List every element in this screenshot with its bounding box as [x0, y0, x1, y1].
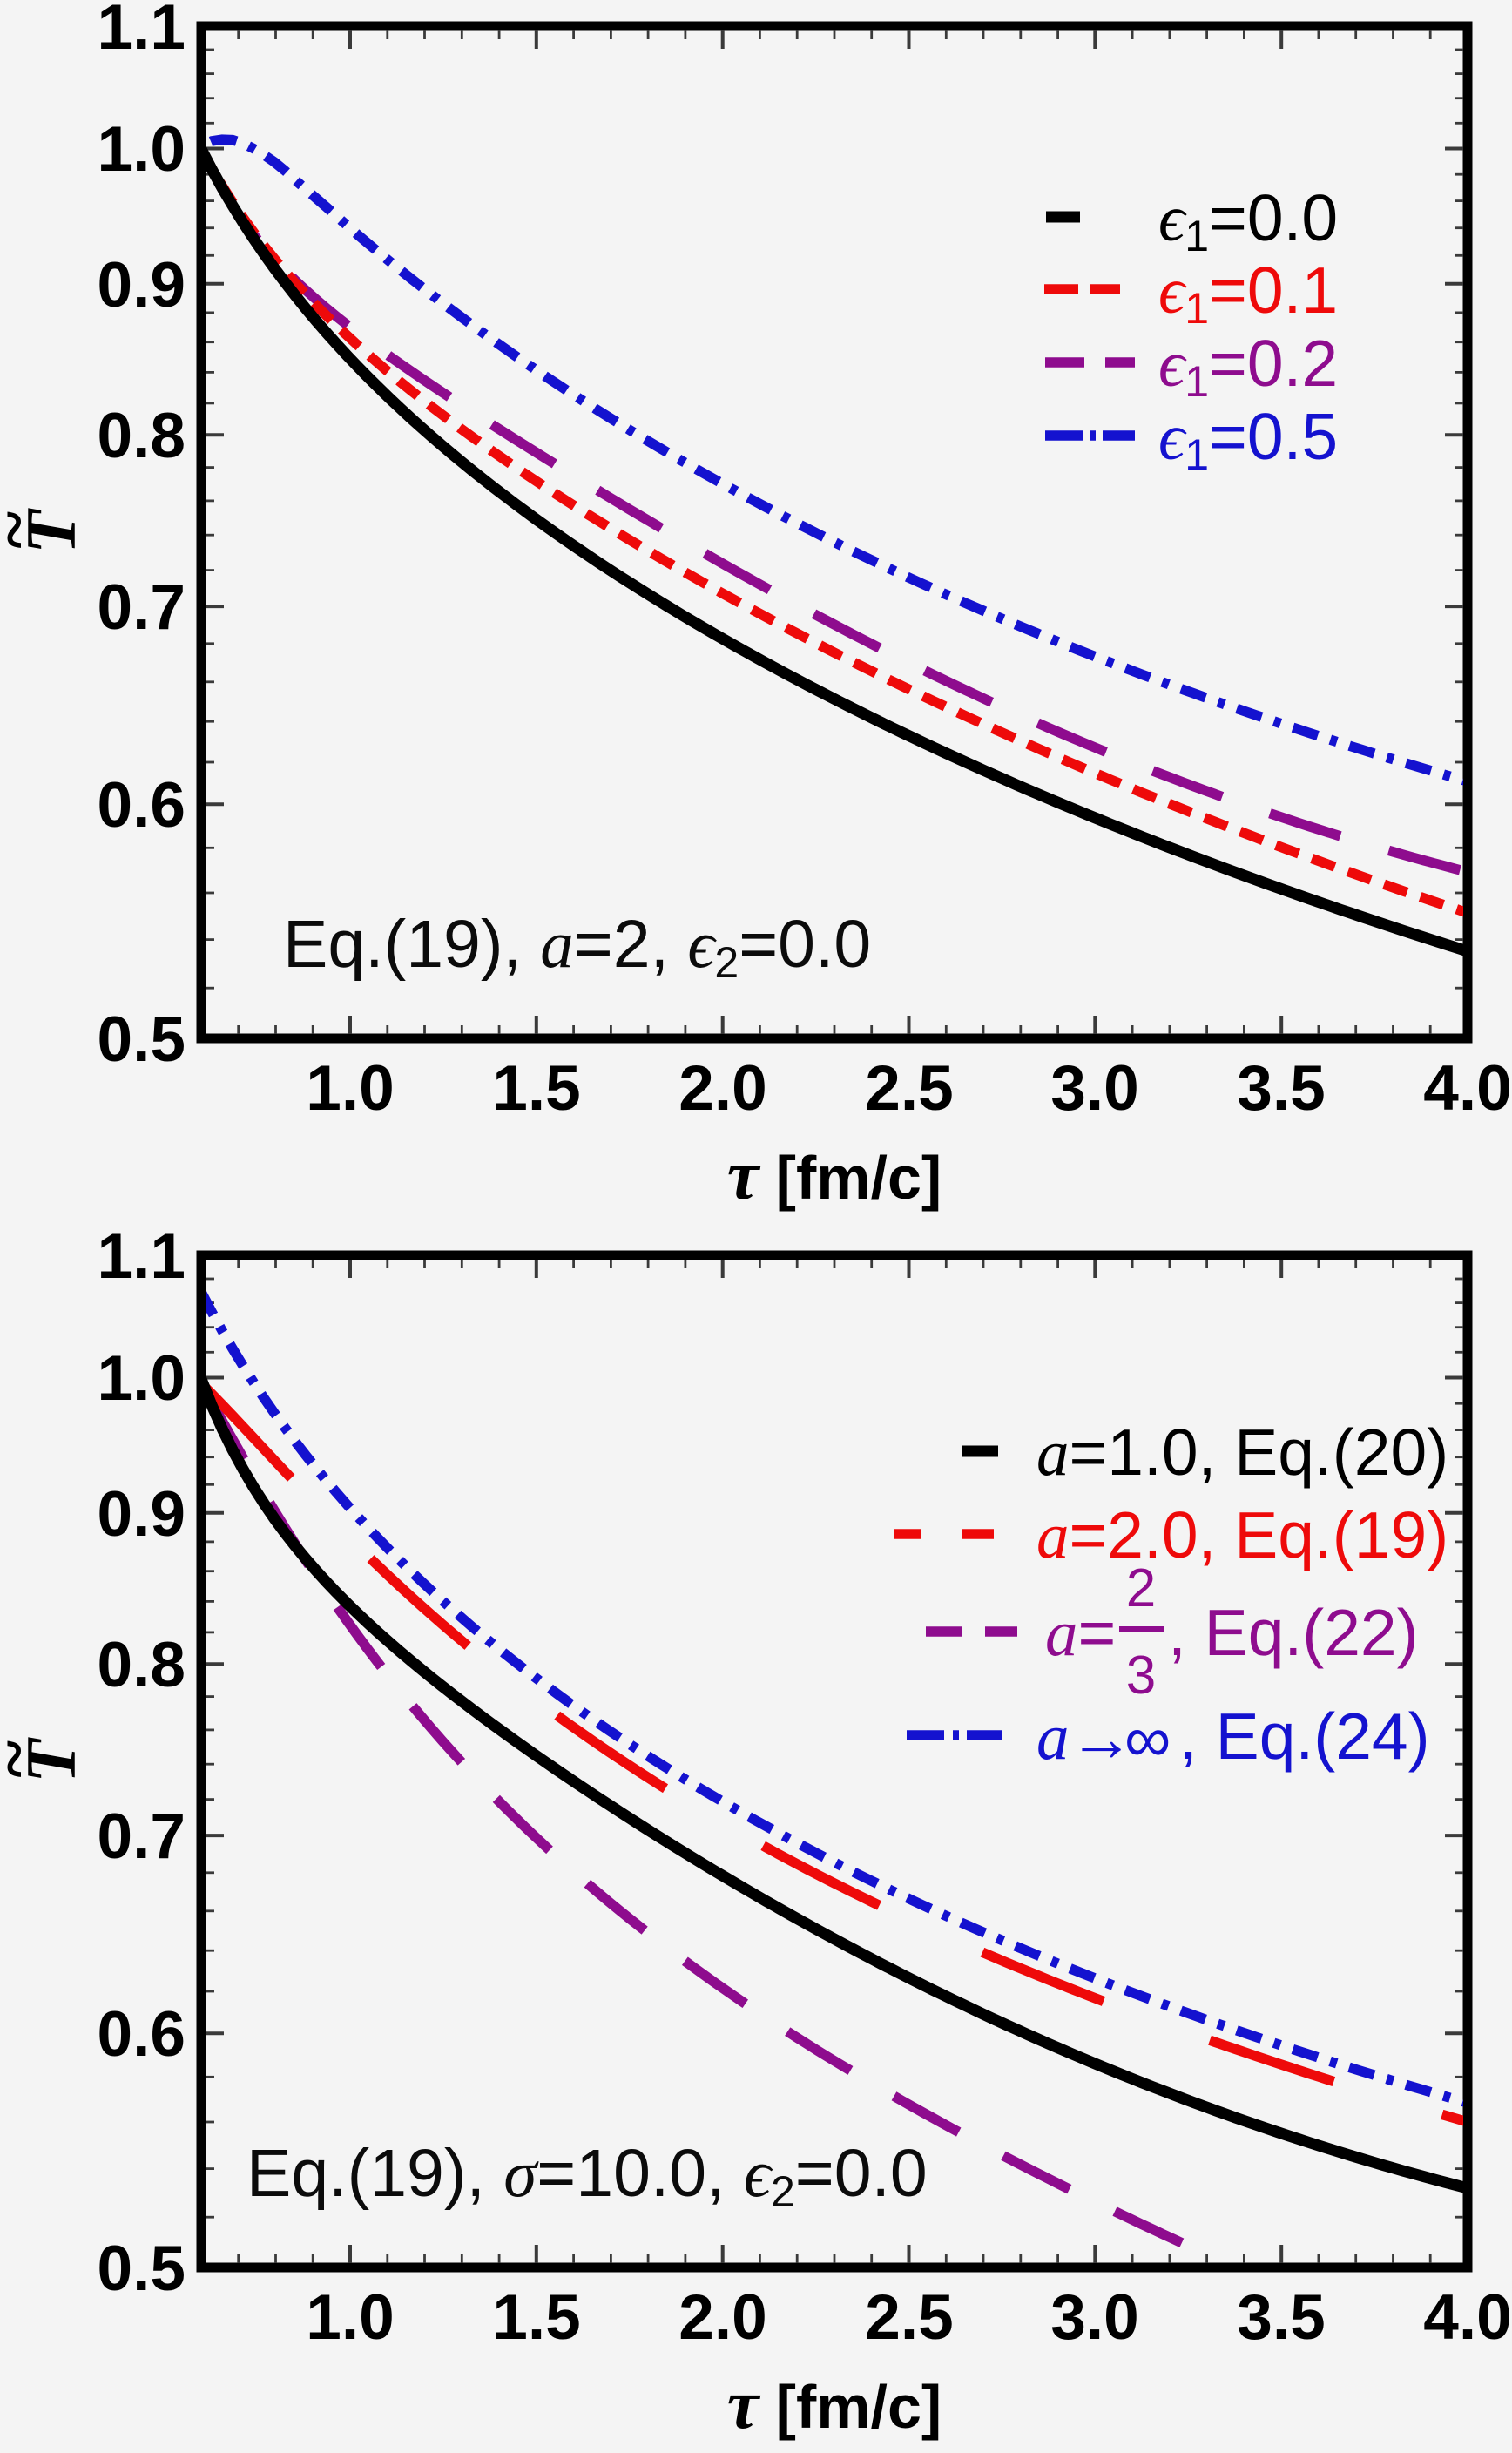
svg-text:0.5: 0.5 [98, 1004, 186, 1075]
svg-text:ϵ1=0.5: ϵ1=0.5 [1158, 400, 1338, 479]
svg-text:3.5: 3.5 [1237, 2282, 1325, 2353]
svg-text:1.0: 1.0 [98, 114, 186, 185]
svg-text:2.0: 2.0 [678, 1053, 766, 1124]
svg-text:0.6: 0.6 [98, 1999, 186, 2070]
svg-text:Eq.(19), a=2, ϵ2=0.0: Eq.(19), a=2, ϵ2=0.0 [283, 907, 871, 987]
svg-text:0.9: 0.9 [98, 250, 186, 321]
svg-text:1.1: 1.1 [98, 1221, 186, 1292]
svg-text:2.0: 2.0 [678, 2282, 766, 2353]
svg-text:2.5: 2.5 [865, 2282, 953, 2353]
svg-text:ϵ1=0.0: ϵ1=0.0 [1158, 181, 1338, 260]
svg-text:0.9: 0.9 [98, 1479, 186, 1550]
svg-text:3.5: 3.5 [1237, 1053, 1325, 1124]
svg-text:∞: ∞ [1124, 1702, 1171, 1775]
svg-text:0.7: 0.7 [98, 572, 186, 643]
svg-text:a=1.0, Eq.(20): a=1.0, Eq.(20) [1036, 1416, 1448, 1490]
svg-text:3: 3 [1126, 1645, 1156, 1706]
svg-text:τ [fm/c]: τ [fm/c] [727, 2364, 942, 2443]
svg-text:2: 2 [1126, 1558, 1156, 1618]
svg-text:a: a [1036, 1701, 1070, 1774]
svg-text:4.0: 4.0 [1423, 1053, 1511, 1124]
svg-text:0.5: 0.5 [98, 2233, 186, 2304]
svg-text:T: T [11, 1737, 91, 1783]
svg-text:4.0: 4.0 [1423, 2282, 1511, 2353]
svg-text:a=2.0, Eq.(19): a=2.0, Eq.(19) [1036, 1498, 1448, 1572]
svg-text:ϵ1=0.2: ϵ1=0.2 [1158, 327, 1338, 406]
svg-text:0.6: 0.6 [98, 770, 186, 841]
svg-text:3.0: 3.0 [1050, 2282, 1138, 2353]
svg-text:~: ~ [0, 1740, 53, 1781]
svg-text:→: → [1069, 1701, 1134, 1774]
svg-text:0.8: 0.8 [98, 401, 186, 471]
svg-text:1.5: 1.5 [492, 1053, 580, 1124]
svg-text:τ [fm/c]: τ [fm/c] [727, 1135, 942, 1214]
svg-text:3.0: 3.0 [1050, 1053, 1138, 1124]
svg-text:1.0: 1.0 [98, 1343, 186, 1414]
svg-text:2.5: 2.5 [865, 1053, 953, 1124]
svg-text:Eq.(19), σ=10.0, ϵ2=0.0: Eq.(19), σ=10.0, ϵ2=0.0 [246, 2136, 928, 2216]
svg-text:~: ~ [0, 510, 53, 551]
svg-text:a=: a= [1045, 1596, 1116, 1670]
svg-text:, Eq.(22): , Eq.(22) [1168, 1596, 1419, 1669]
svg-text:1.0: 1.0 [306, 1053, 394, 1124]
svg-text:0.8: 0.8 [98, 1630, 186, 1700]
svg-text:1.1: 1.1 [98, 0, 186, 63]
svg-text:1.0: 1.0 [306, 2282, 394, 2353]
svg-text:ϵ1=0.1: ϵ1=0.1 [1158, 253, 1338, 333]
svg-text:1.5: 1.5 [492, 2282, 580, 2353]
svg-text:0.7: 0.7 [98, 1801, 186, 1872]
svg-text:T: T [11, 508, 91, 554]
svg-text:, Eq.(24): , Eq.(24) [1179, 1700, 1430, 1773]
